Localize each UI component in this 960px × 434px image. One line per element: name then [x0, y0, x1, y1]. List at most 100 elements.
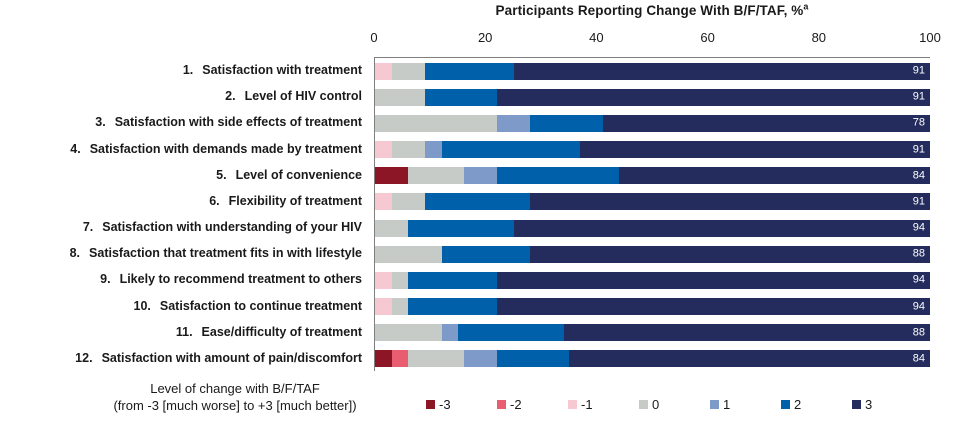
bar-row-2: 91 — [375, 88, 930, 106]
bar-segment-level-3 — [513, 219, 930, 237]
legend-swatch-icon — [639, 400, 648, 409]
category-text: Satisfaction that treatment fits in with… — [89, 246, 362, 261]
x-axis-tick-20: 20 — [477, 30, 493, 45]
x-axis: 0 20 40 60 80 100 — [370, 30, 940, 46]
category-text: Satisfaction with treatment — [202, 63, 362, 78]
bar-segment-level-2 — [408, 219, 514, 237]
bar-segment-level-0 — [375, 88, 425, 106]
bar-segment-level-3 — [563, 324, 930, 342]
legend-label: 1 — [723, 397, 731, 412]
bar-segment-level-2 — [530, 114, 603, 132]
bar-segment-level-3 — [513, 62, 930, 80]
legend-item-2: 2 — [781, 398, 852, 411]
legend-label: 3 — [865, 397, 873, 412]
bar-segment-level-0 — [408, 167, 464, 185]
bar-segment-level-3 — [602, 114, 930, 132]
category-number: 12. — [75, 350, 93, 365]
legend-swatch-icon — [568, 400, 577, 409]
legend-item-0: 0 — [639, 398, 710, 411]
category-text: Flexibility of treatment — [228, 193, 362, 208]
bar-segment-level--1 — [375, 62, 392, 80]
bar-row-4: 91 — [375, 141, 930, 159]
category-text: Satisfaction with amount of pain/discomf… — [101, 350, 362, 365]
bar-segment-level-2 — [441, 245, 531, 263]
category-labels: 1. Satisfaction with treatment 2. Level of … — [0, 57, 374, 371]
category-text: Likely to recommend treatment to others — [119, 272, 362, 287]
bar-segment-level-2 — [408, 298, 498, 316]
bar-segment-level-1 — [463, 350, 498, 368]
bar-row-3: 78 — [375, 114, 930, 132]
legend-label: 2 — [794, 397, 802, 412]
category-label-7: 7. Satisfaction with understanding of you… — [0, 214, 362, 240]
bar-segment-level-1 — [424, 141, 442, 159]
bar-segment-level-2 — [441, 141, 581, 159]
legend-swatch-icon — [781, 400, 790, 409]
bar-segment-level-1 — [463, 167, 498, 185]
x-axis-tick-40: 40 — [589, 30, 604, 45]
category-text: Ease/difficulty of treatment — [201, 324, 362, 339]
x-axis-tick-60: 60 — [700, 30, 715, 45]
chart-title-superscript: a — [803, 1, 809, 12]
legend-item--2: -2 — [497, 398, 568, 411]
bar-segment-level-0 — [408, 350, 464, 368]
legend-caption-line1: Level of change with B/F/TAF — [150, 381, 320, 396]
bar-segment-level-3 — [497, 298, 930, 316]
legend-item-1: 1 — [710, 398, 781, 411]
x-axis-tick-100: 100 — [919, 30, 941, 45]
category-label-3: 3. Satisfaction with side effects of trea… — [0, 109, 362, 135]
bar-row-6: 91 — [375, 193, 930, 211]
bar-segment-level-3 — [530, 245, 930, 263]
legend-swatch-icon — [426, 400, 435, 409]
category-text: Satisfaction with understanding of your … — [102, 220, 362, 235]
bar-segment-level-3 — [530, 193, 930, 211]
bar-value-label: 78 — [912, 116, 925, 129]
bar-value-label: 91 — [912, 90, 925, 103]
bar-segment-level--3 — [375, 167, 409, 185]
legend-caption: Level of change with B/F/TAF (from -3 [m… — [100, 380, 370, 414]
legend-swatch-icon — [497, 400, 506, 409]
x-axis-tick-80: 80 — [811, 30, 827, 45]
bar-segment-level-3 — [497, 88, 930, 106]
bar-segment-level-0 — [391, 141, 425, 159]
bar-segment-level-0 — [375, 219, 409, 237]
legend-label: -2 — [510, 397, 522, 412]
category-number: 1. — [182, 63, 194, 78]
category-label-4: 4. Satisfaction with demands made by trea… — [0, 136, 362, 162]
category-label-9: 9. Likely to recommend treatment to other… — [0, 266, 362, 292]
bar-row-1: 91 — [375, 62, 930, 80]
category-text: Satisfaction with demands made by treatm… — [89, 141, 362, 156]
bar-value-label: 84 — [912, 169, 925, 182]
legend-swatch-icon — [852, 400, 861, 409]
plot-area: 91 91 78 91 84 91 94 88 94 94 88 84 — [374, 57, 930, 371]
bar-segment-level-2 — [408, 271, 498, 289]
bar-row-5: 84 — [375, 167, 930, 185]
bar-segment-level-2 — [497, 167, 620, 185]
category-label-8: 8. Satisfaction that treatment fits in wi… — [0, 240, 362, 266]
category-label-6: 6. Flexibility of treatment — [0, 188, 362, 214]
bar-value-label: 91 — [912, 195, 925, 208]
bar-row-8: 88 — [375, 245, 930, 263]
category-label-5: 5. Level of convenience — [0, 162, 362, 188]
category-number: 11. — [175, 324, 193, 339]
bar-segment-level-2 — [424, 62, 514, 80]
category-number: 5. — [216, 167, 227, 182]
category-number: 3. — [95, 115, 106, 130]
category-label-10: 10. Satisfaction to continue treatment — [0, 293, 363, 319]
category-text: Satisfaction with side effects of treatm… — [114, 115, 362, 130]
chart-title-text: Participants Reporting Change With B/F/T… — [495, 3, 804, 18]
bar-value-label: 94 — [912, 221, 925, 234]
bar-segment-level-0 — [391, 298, 409, 316]
bar-segment-level-0 — [375, 245, 442, 263]
bar-segment-level--1 — [375, 271, 392, 289]
bar-segment-level-2 — [424, 88, 498, 106]
legend-swatch-icon — [710, 400, 719, 409]
bar-segment-level-0 — [391, 193, 425, 211]
legend-item--3: -3 — [426, 398, 497, 411]
bar-segment-level-3 — [569, 350, 930, 368]
chart-title: Participants Reporting Change With B/F/T… — [374, 1, 930, 18]
category-label-11: 11. Ease/difficulty of treatment — [0, 319, 362, 345]
category-label-12: 12. Satisfaction with amount of pain/disc… — [0, 345, 362, 371]
bar-segment-level-0 — [375, 114, 498, 132]
bar-segment-level-3 — [497, 271, 930, 289]
